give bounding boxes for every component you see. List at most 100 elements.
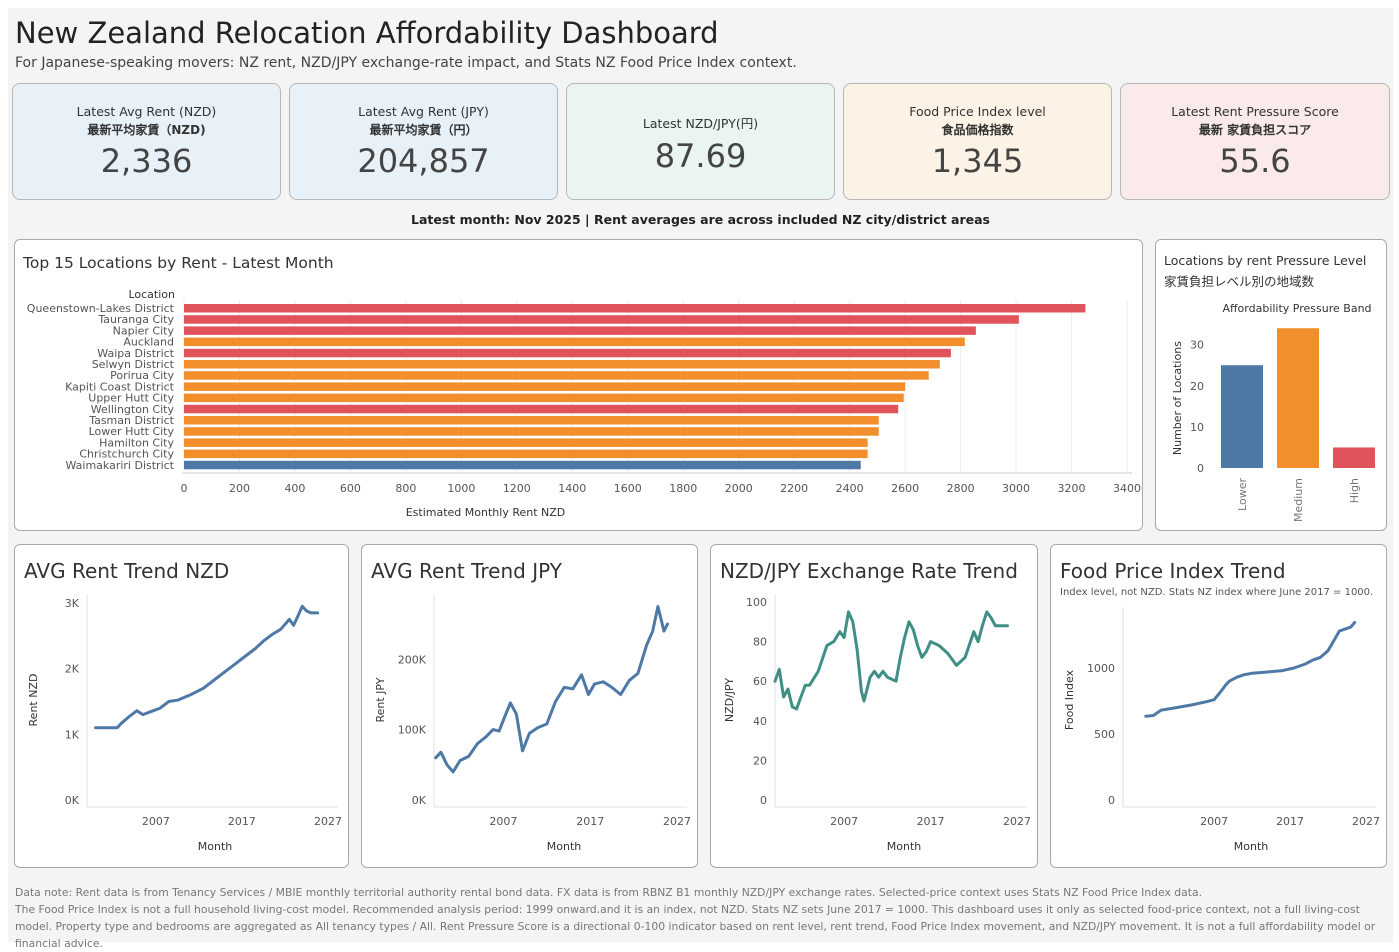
dashboard: New Zealand Relocation Affordability Das… xyxy=(8,8,1393,950)
location-label: Tauranga City xyxy=(97,313,174,326)
chart-title: AVG Rent Trend NZD xyxy=(24,559,230,583)
x-tick-label: 3000 xyxy=(1002,482,1030,495)
rent-nzd-trend-panel: AVG Rent Trend NZD 0K 1K 2K 3K 2007 2017 2027 M… xyxy=(14,544,349,868)
location-label: Waimakariri District xyxy=(65,459,174,472)
kpi-label-jp: 最新平均家賃（円） xyxy=(369,123,478,137)
x-tick-label: 2017 xyxy=(1276,815,1304,828)
y-tick-label: 2K xyxy=(65,663,80,676)
kpi-card-avg-rent-nzd[interactable]: Latest Avg Rent (NZD) 最新平均家賃（NZD) 2,336 xyxy=(12,83,281,200)
y-tick-label: 3K xyxy=(65,597,80,610)
x-tick-label: 2007 xyxy=(1200,815,1228,828)
y-axis-title: NZD/JPY xyxy=(723,678,736,723)
x-tick-label: 2027 xyxy=(1003,815,1031,828)
rent-bar xyxy=(184,460,861,470)
chart-title: AVG Rent Trend JPY xyxy=(371,559,562,583)
band-bar xyxy=(1277,328,1319,468)
kpi-value: 87.69 xyxy=(654,137,747,175)
kpi-label-jp: 食品価格指数 xyxy=(941,123,1014,137)
x-axis-title: Month xyxy=(198,840,233,853)
kpi-value: 2,336 xyxy=(100,142,193,180)
latest-month-note: Latest month: Nov 2025 | Rent averages a… xyxy=(411,212,990,227)
band-bar xyxy=(1333,447,1375,468)
x-axis-title: Month xyxy=(887,840,922,853)
chart-title: Food Price Index Trend xyxy=(1060,559,1286,583)
rent-bar xyxy=(184,438,868,447)
chart-title: NZD/JPY Exchange Rate Trend xyxy=(720,559,1018,583)
x-tick-label: 800 xyxy=(395,482,416,495)
x-tick-label: 1400 xyxy=(558,482,586,495)
location-label: Upper Hutt City xyxy=(88,392,174,405)
x-tick-label: 400 xyxy=(284,482,305,495)
location-label: Napier City xyxy=(113,324,175,337)
y-tick-label: 1K xyxy=(65,728,80,741)
y-tick-label: 20 xyxy=(753,754,767,767)
kpi-label: Latest NZD/JPY(円) xyxy=(642,116,759,131)
y-tick-label: 0 xyxy=(1108,794,1115,807)
x-tick-label: 2017 xyxy=(228,815,256,828)
exchange-rate-trend-panel: NZD/JPY Exchange Rate Trend 0 20 40 60 80 100… xyxy=(710,544,1038,868)
location-label: Tasman District xyxy=(88,414,174,427)
y-tick-label: 100 xyxy=(746,596,767,609)
x-tick-label: 2027 xyxy=(314,815,342,828)
x-tick-label: 2027 xyxy=(1352,815,1380,828)
y-axis-title: Rent NZD xyxy=(27,674,40,727)
kpi-card-rent-pressure-score[interactable]: Latest Rent Pressure Score 最新 家賃負担スコア 55… xyxy=(1120,83,1390,200)
x-tick-label: 0 xyxy=(181,482,188,495)
rent-bar xyxy=(184,304,1086,313)
kpi-card-avg-rent-jpy[interactable]: Latest Avg Rent (JPY) 最新平均家賃（円） 204,857 xyxy=(289,83,558,200)
band-label: Medium xyxy=(1292,478,1305,522)
x-tick-label: 1600 xyxy=(614,482,642,495)
rent-bar xyxy=(184,404,899,414)
footnote-line-2: The Food Price Index is not a full house… xyxy=(15,903,1376,950)
footnote-line-1: Data note: Rent data is from Tenancy Ser… xyxy=(15,886,1203,899)
kpi-value: 1,345 xyxy=(931,142,1024,180)
rent-bar xyxy=(184,348,951,358)
food-price-trend-panel: Food Price Index Trend Index level, not … xyxy=(1050,544,1387,868)
pressure-level-panel: Locations by rent Pressure Level 家賃負担レベル… xyxy=(1155,239,1387,531)
rent-jpy-trend-panel: AVG Rent Trend JPY 0K 100K 200K 2007 2017 202… xyxy=(361,544,698,868)
chart-title: Locations by rent Pressure Level xyxy=(1164,253,1367,268)
location-label: Auckland xyxy=(123,336,174,349)
top-locations-panel: Top 15 Locations by Rent - Latest Month … xyxy=(14,239,1143,531)
kpi-card-nzd-jpy[interactable]: Latest NZD/JPY(円) 87.69 xyxy=(566,83,835,200)
trend-line xyxy=(1144,621,1357,718)
y-tick-label: 1000 xyxy=(1087,662,1115,675)
kpi-card-food-price-index[interactable]: Food Price Index level 食品価格指数 1,345 xyxy=(843,83,1112,200)
chart-subtitle: Affordability Pressure Band xyxy=(1222,302,1371,315)
x-tick-label: 3200 xyxy=(1058,482,1086,495)
y-tick-label: 40 xyxy=(753,715,767,728)
location-label: Queenstown-Lakes District xyxy=(27,302,175,315)
y-tick-label: 20 xyxy=(1190,380,1204,393)
x-axis-title: Estimated Monthly Rent NZD xyxy=(406,506,566,519)
location-label: Selwyn District xyxy=(92,358,175,371)
kpi-label-jp: 最新平均家賃（NZD) xyxy=(87,123,206,137)
x-tick-label: 3400 xyxy=(1113,482,1141,495)
trend-line xyxy=(773,610,1009,711)
location-label: Hamilton City xyxy=(99,436,174,449)
y-axis-title: Food Index xyxy=(1063,669,1076,730)
y-axis-title: Location xyxy=(128,288,175,301)
pressure-band-chart: Affordability Pressure Band 0 10 20 30 Number… xyxy=(1171,302,1375,522)
rent-bar xyxy=(184,449,868,459)
x-axis-title: Month xyxy=(1234,840,1269,853)
trend-line xyxy=(94,604,320,730)
chart-title-jp: 家賃負担レベル別の地域数 xyxy=(1164,274,1315,289)
kpi-label-jp: 最新 家賃負担スコア xyxy=(1198,123,1312,137)
kpi-value: 204,857 xyxy=(357,142,490,180)
location-label: Porirua City xyxy=(110,369,174,382)
y-tick-label: 0K xyxy=(412,794,427,807)
top-locations-chart: 0 200 400 600 800 1000 1200 1400 1600 1800 2000 220… xyxy=(27,288,1141,519)
food-price-trend-chart: 0 500 1000 2007 2017 2027 Month Food Index xyxy=(1063,607,1380,853)
chart-title: Top 15 Locations by Rent - Latest Month xyxy=(23,254,334,272)
band-bar xyxy=(1221,365,1263,468)
x-tick-label: 2017 xyxy=(576,815,604,828)
kpi-value: 55.6 xyxy=(1219,142,1291,180)
kpi-label: Latest Avg Rent (NZD) xyxy=(76,104,217,119)
location-label: Waipa District xyxy=(97,347,174,360)
location-label: Christchurch City xyxy=(79,448,174,461)
x-tick-label: 2007 xyxy=(142,815,170,828)
data-footnote: Data note: Rent data is from Tenancy Ser… xyxy=(15,884,1385,952)
y-tick-label: 100K xyxy=(398,724,427,737)
x-tick-label: 2600 xyxy=(891,482,919,495)
y-tick-label: 80 xyxy=(753,636,767,649)
